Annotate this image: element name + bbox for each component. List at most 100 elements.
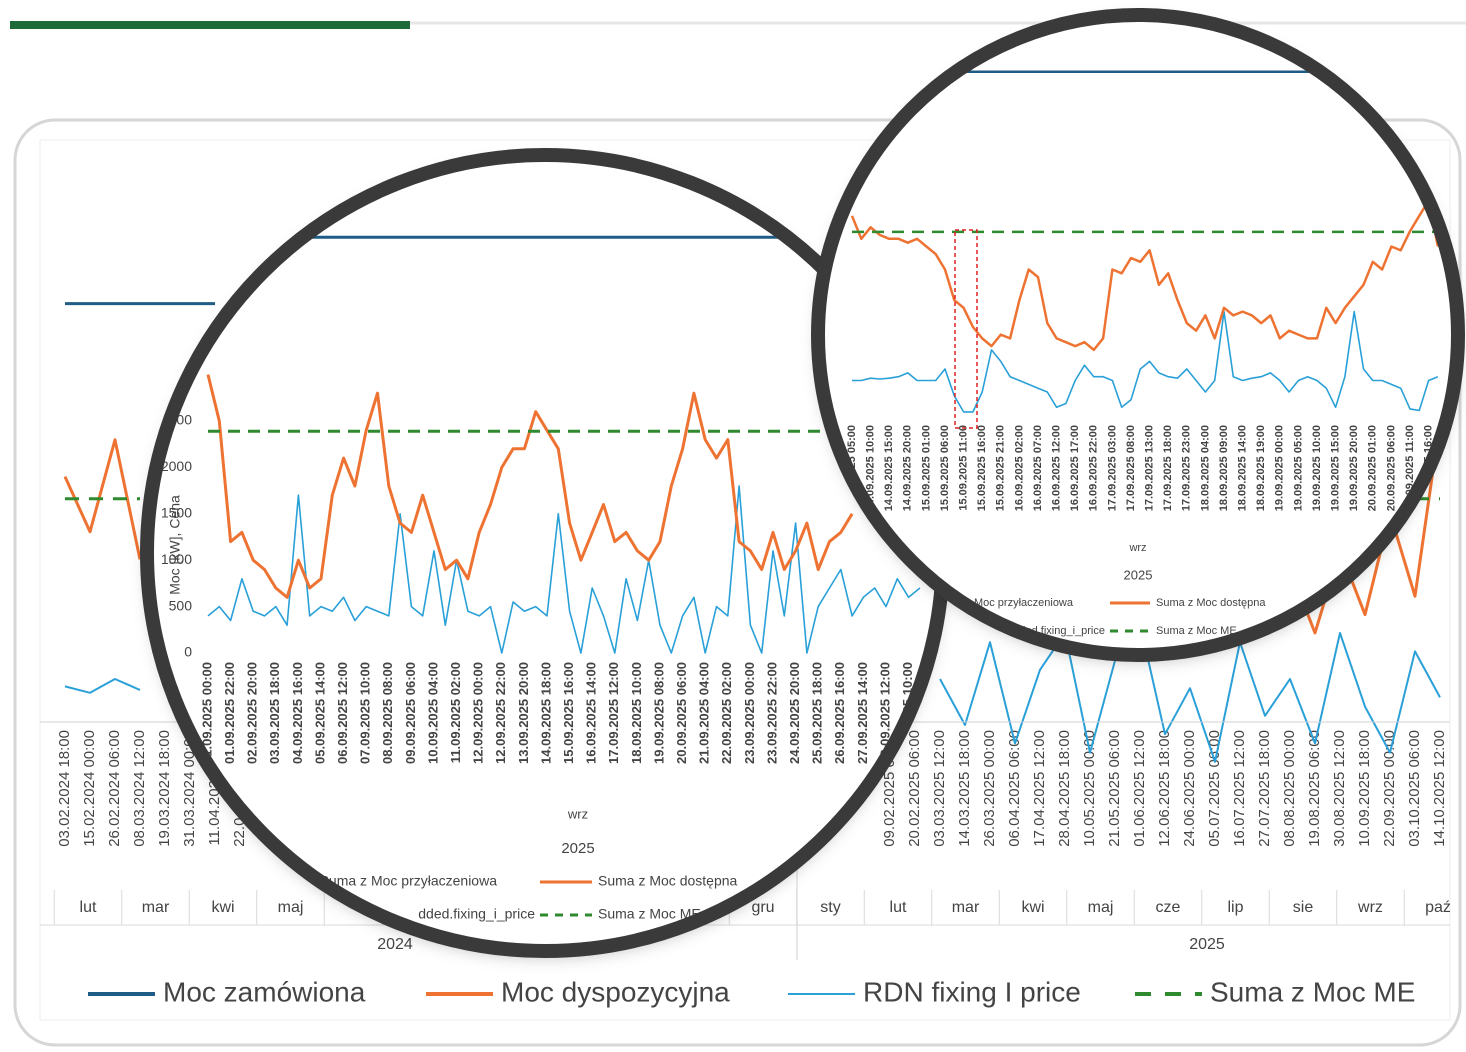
- x-tick-label: 01.09.2025 00:00: [199, 662, 214, 764]
- x-tick-label: 30.08.2025 12:00: [1331, 730, 1348, 847]
- legend-label: Suma z Moc ME: [1156, 625, 1237, 637]
- x-tick-label: 19.03.2024 18:00: [156, 730, 173, 847]
- legend-label: RDN fixing I price: [863, 976, 1081, 1007]
- x-tick-label: 20.09.2025 06:00: [1385, 425, 1397, 511]
- x-tick-label: 12.06.2025 18:00: [1156, 730, 1173, 847]
- x-tick-label: 19.09.2025 10:00: [1311, 425, 1323, 511]
- month-label: kwi: [211, 899, 234, 916]
- x-tick-label: 22.09.2025 02:00: [719, 662, 734, 764]
- x-tick-label: 17.09.2025 18:00: [1162, 425, 1174, 511]
- x-tick-label: 15.02.2024 00:00: [81, 730, 98, 847]
- x-tick-label: 16.09.2025 12:00: [1051, 425, 1063, 511]
- x-tick-label: 01.09.2025 22:00: [222, 662, 237, 764]
- x-tick-label: 16.09.2025 14:00: [584, 662, 599, 764]
- x-tick-label: 03.02.2024 18:00: [56, 730, 73, 847]
- y-tick-label: 1000: [161, 551, 192, 567]
- x-tick-label: 25.09.2025 18:00: [810, 662, 825, 764]
- x-tick-label: 19.09.2025 20:00: [1348, 425, 1360, 511]
- month-label: gru: [751, 899, 774, 916]
- x-tick-label: 19.09.2025 00:00: [1274, 425, 1286, 511]
- y-tick-label: 500: [169, 597, 193, 613]
- x-tick-label: 24.06.2025 00:00: [1181, 730, 1198, 847]
- x-tick-label: 02.09.2025 20:00: [245, 662, 260, 764]
- x-tick-label: 18.09.2025 10:00: [629, 662, 644, 764]
- x-tick-label: 03.03.2025 12:00: [931, 730, 948, 847]
- lens-background: [818, 15, 1458, 655]
- highlight-box: [954, 229, 978, 429]
- legend-label: Moc zamówiona: [163, 976, 366, 1007]
- series-line: [64, 622, 1441, 763]
- x-tick-label: 22.09.2025 00:00: [1381, 730, 1398, 847]
- x-tick-label: 15.09.2025 01:00: [920, 425, 932, 511]
- x-tick-label: 12.09.2025 22:00: [493, 662, 508, 764]
- x-tick-label: 31.03.2024 00:00: [181, 730, 198, 847]
- x-tick-label: 17.09.2025 23:00: [1181, 425, 1193, 511]
- month-label: cze: [1156, 899, 1181, 916]
- x-tick-label: 28.04.2025 18:00: [1056, 730, 1073, 847]
- x-tick-label: 15.09.2025 21:00: [995, 425, 1007, 511]
- y-tick-label: 1500: [161, 505, 192, 521]
- x-tick-label: 04.09.2025 16:00: [290, 662, 305, 764]
- x-tick-label: 26.09.2025 16:00: [832, 662, 847, 764]
- y-tick-label: 0: [184, 644, 192, 660]
- month-label: mar: [952, 899, 980, 916]
- month-label: sty: [820, 899, 840, 916]
- month-label: mar: [142, 899, 170, 916]
- x-tick-label: 18.09.2025 04:00: [1199, 425, 1211, 511]
- x-tick-label: 17.09.2025 12:00: [606, 662, 621, 764]
- year-label: 2024: [377, 936, 413, 953]
- year-label: 2025: [561, 840, 594, 857]
- x-tick-label: 23.09.2025 00:00: [742, 662, 757, 764]
- x-tick-label: 28.09.2025 12:00: [877, 662, 892, 764]
- legend-label: dded.fixing_i_price: [418, 906, 535, 922]
- x-tick-label: 03.10.2025 06:00: [1406, 730, 1423, 847]
- x-tick-label: 19.08.2025 06:00: [1306, 730, 1323, 847]
- x-tick-label: 24.09.2025 20:00: [787, 662, 802, 764]
- month-label: wrz: [1357, 899, 1383, 916]
- x-tick-label: 17.04.2025 12:00: [1031, 730, 1048, 847]
- x-tick-label: 18.09.2025 14:00: [1237, 425, 1249, 511]
- x-tick-label: 16.09.2025 22:00: [1088, 425, 1100, 511]
- year-label: 2025: [1124, 567, 1153, 582]
- x-tick-label: 14.03.2025 18:00: [956, 730, 973, 847]
- month-label: maj: [278, 899, 304, 916]
- x-tick-label: 21.09.2025 04:00: [697, 662, 712, 764]
- x-tick-label: 10.09.2025 04:00: [425, 662, 440, 764]
- x-tick-label: 14.09.2025 18:00: [538, 662, 553, 764]
- x-tick-label: 20.02.2025 06:00: [906, 730, 923, 847]
- x-tick-label: 17.09.2025 13:00: [1144, 425, 1156, 511]
- month-label: lip: [1227, 899, 1243, 916]
- series-line: [850, 199, 1440, 352]
- x-tick-label: 06.09.2025 12:00: [335, 662, 350, 764]
- x-tick-label: 21.05.2025 06:00: [1106, 730, 1123, 847]
- lens-background: [147, 155, 943, 951]
- x-tick-label: 10.09.2025 18:00: [1356, 730, 1373, 847]
- x-tick-label: 14.09.2025 20:00: [902, 425, 914, 511]
- x-tick-label: 09.09.2025 06:00: [403, 662, 418, 764]
- x-tick-label: 10.05.2025 00:00: [1081, 730, 1098, 847]
- y-tick-label: 2000: [161, 458, 192, 474]
- x-tick-label: 03.09.2025 18:00: [267, 662, 282, 764]
- x-tick-label: 17.09.2025 08:00: [1125, 425, 1137, 511]
- y-axis-label: Moc [kW], Cena: [167, 495, 183, 595]
- month-label: lut: [80, 899, 97, 916]
- main-chart: 03.02.2024 18:00 15.02.2024 00:00 26.02.20…: [40, 302, 1450, 1007]
- x-tick-label: 15.09.2025 16:00: [976, 425, 988, 511]
- x-tick-label: 16.07.2025 12:00: [1231, 730, 1248, 847]
- x-tick-label: 26.02.2024 06:00: [106, 730, 123, 847]
- x-tick-label: 23.09.2025 22:00: [764, 662, 779, 764]
- x-tick-label: 07.09.2025 10:00: [358, 662, 373, 764]
- x-tick-label: 14.10.2025 12:00: [1431, 730, 1448, 847]
- x-tick-label: 08.09.2025 08:00: [380, 662, 395, 764]
- header-accent: [10, 21, 410, 29]
- legend-label: Suma z Moc ME: [1210, 976, 1415, 1007]
- x-tick-label: 08.08.2025 00:00: [1281, 730, 1298, 847]
- x-tick-label: 19.09.2025 15:00: [1330, 425, 1342, 511]
- x-tick-label: 15.09.2025 06:00: [939, 425, 951, 511]
- x-tick-label: 05.07.2025 06:00: [1206, 730, 1223, 847]
- x-tick-label: 16.09.2025 17:00: [1069, 425, 1081, 511]
- lens-ring: [811, 8, 1465, 662]
- x-tick-label: 11.09.2025 02:00: [448, 662, 463, 763]
